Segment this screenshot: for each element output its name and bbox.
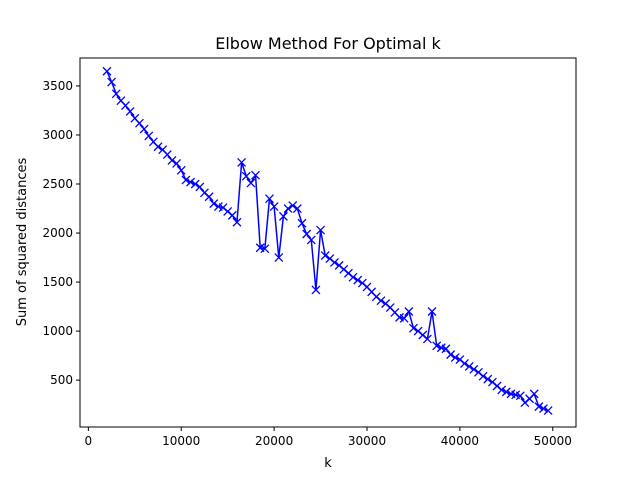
data-point-marker <box>450 353 460 363</box>
data-point-marker <box>274 253 284 263</box>
data-point-marker <box>186 177 195 187</box>
x-axis-label: k <box>324 456 332 471</box>
y-tick-label: 1000 <box>42 324 73 338</box>
data-point-marker <box>251 170 261 180</box>
data-point-marker <box>478 371 488 381</box>
data-point-marker <box>311 285 321 295</box>
data-point-marker <box>107 77 117 87</box>
x-tick-label: 0 <box>85 434 93 448</box>
data-point-marker <box>241 171 251 181</box>
x-tick-label: 10000 <box>162 434 200 448</box>
data-point-marker <box>111 89 121 99</box>
y-tick-label: 3500 <box>42 79 73 93</box>
data-point-marker <box>543 406 553 415</box>
axis-ticks: 0 10000 20000 30000 40000 50000 500 1000 1500 200… <box>42 79 571 448</box>
data-point-marker <box>269 202 279 212</box>
data-point-marker <box>227 210 237 220</box>
data-point-marker <box>469 364 479 374</box>
data-point-marker <box>209 199 219 209</box>
data-point-marker <box>176 165 186 175</box>
data-point-marker <box>464 361 474 371</box>
data-point-marker <box>144 131 154 141</box>
data-point-marker <box>376 296 386 306</box>
data-point-marker <box>348 272 358 282</box>
data-point-marker <box>288 201 298 211</box>
data-point-marker <box>441 344 451 354</box>
data-point-marker <box>539 404 548 414</box>
data-point-marker <box>237 157 247 167</box>
y-tick-label: 2500 <box>42 177 73 191</box>
data-point-marker <box>427 307 437 316</box>
data-point-marker <box>432 341 442 351</box>
data-point-marker <box>460 358 469 368</box>
data-point-marker <box>404 307 414 316</box>
y-tick-label: 1500 <box>42 275 73 289</box>
data-point-marker <box>302 229 312 239</box>
x-tick-label: 40000 <box>441 434 479 448</box>
data-point-marker <box>422 334 432 344</box>
x-tick-label: 50000 <box>534 434 572 448</box>
data-point-marker <box>534 402 544 412</box>
data-point-marker <box>172 158 182 168</box>
data-point-marker <box>501 387 511 397</box>
chart-title: Elbow Method For Optimal k <box>215 34 441 53</box>
data-point-marker <box>292 204 302 213</box>
data-point-marker <box>125 106 135 116</box>
data-point-marker <box>408 323 418 333</box>
data-point-marker <box>283 204 293 213</box>
x-tick-label: 30000 <box>348 434 386 448</box>
data-point-marker <box>246 178 256 188</box>
data-point-marker <box>297 218 307 228</box>
data-point-marker <box>139 124 149 134</box>
data-point-marker <box>278 211 288 221</box>
data-point-marker <box>353 275 363 285</box>
y-tick-label: 2000 <box>42 226 73 240</box>
data-point-marker <box>483 374 493 384</box>
data-point-marker <box>232 217 242 227</box>
data-point-marker <box>260 244 270 254</box>
data-point-marker <box>399 313 409 323</box>
y-tick-label: 3000 <box>42 128 73 142</box>
data-point-marker <box>153 142 163 152</box>
data-point-marker <box>316 225 326 235</box>
plot-area <box>102 66 553 415</box>
data-point-marker <box>515 391 525 401</box>
data-point-marker <box>181 175 191 185</box>
data-point-marker <box>497 385 507 395</box>
data-point-marker <box>265 194 274 204</box>
data-point-marker <box>446 350 456 360</box>
data-point-marker <box>320 251 330 261</box>
x-tick-label: 20000 <box>255 434 293 448</box>
data-point-marker <box>195 182 205 192</box>
data-point-marker <box>167 156 177 165</box>
data-point-marker <box>306 235 316 245</box>
data-point-marker <box>162 150 172 160</box>
data-point-marker <box>190 179 200 189</box>
data-point-marker <box>134 118 144 128</box>
data-point-marker <box>529 389 539 399</box>
axes-frame <box>79 57 577 428</box>
y-tick-label: 500 <box>50 373 73 387</box>
data-point-marker <box>102 66 112 76</box>
data-point-marker <box>204 192 214 202</box>
data-point-marker <box>121 101 130 111</box>
y-axis-label: Sum of squared distances <box>15 158 30 327</box>
data-point-marker <box>330 257 339 267</box>
